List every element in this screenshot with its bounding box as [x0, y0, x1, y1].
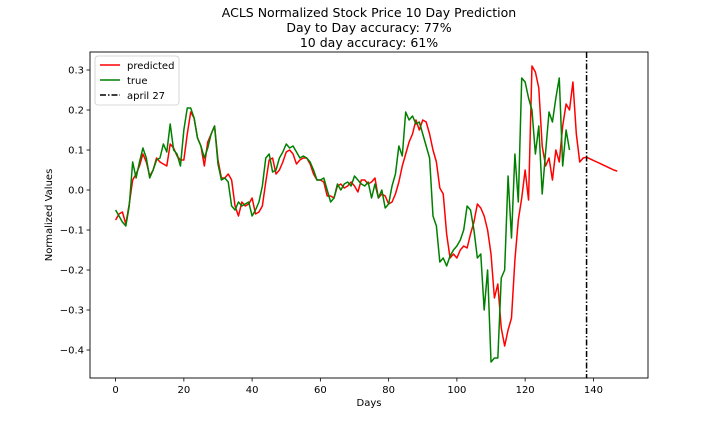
- legend-label-predicted: predicted: [127, 61, 174, 72]
- y-axis-label: Normalized Values: [44, 169, 55, 262]
- chart-title-line-3: 10 day accuracy: 61%: [300, 35, 438, 50]
- y-tick-label: 0.1: [68, 146, 84, 157]
- plot-frame: [89, 51, 649, 379]
- legend: predicted true april 27: [94, 55, 180, 106]
- chart-title-line-2: Day to Day accuracy: 77%: [286, 20, 451, 35]
- legend-label-true: true: [127, 76, 148, 87]
- x-tick-label: 0: [112, 385, 118, 396]
- plot-area: [89, 51, 649, 379]
- chart-title-line-1: ACLS Normalized Stock Price 10 Day Predi…: [222, 5, 516, 20]
- x-tick-label: 140: [584, 385, 603, 396]
- chart-title: ACLS Normalized Stock Price 10 Day Predi…: [222, 5, 516, 50]
- x-tick-label: 60: [314, 385, 327, 396]
- y-axis: −0.4 −0.3 −0.2 −0.1 0.0 0.1 0.2 0.3: [60, 66, 90, 357]
- x-tick-label: 40: [246, 385, 259, 396]
- y-tick-label: −0.4: [60, 346, 84, 357]
- x-tick-label: 120: [516, 385, 535, 396]
- y-tick-label: −0.3: [60, 306, 84, 317]
- series-line-true: [114, 77, 571, 363]
- legend-box: [94, 55, 180, 106]
- x-axis: 0 20 40 60 80 100 120 140: [112, 378, 603, 396]
- legend-label-vline: april 27: [127, 91, 165, 102]
- y-tick-label: 0.2: [68, 106, 84, 117]
- y-tick-label: −0.1: [60, 226, 84, 237]
- y-tick-label: −0.2: [60, 266, 84, 277]
- x-axis-label: Days: [357, 398, 382, 409]
- x-tick-label: 20: [177, 385, 190, 396]
- y-tick-label: 0.0: [68, 186, 84, 197]
- x-tick-label: 100: [447, 385, 466, 396]
- x-tick-label: 80: [382, 385, 395, 396]
- y-tick-label: 0.3: [68, 66, 84, 77]
